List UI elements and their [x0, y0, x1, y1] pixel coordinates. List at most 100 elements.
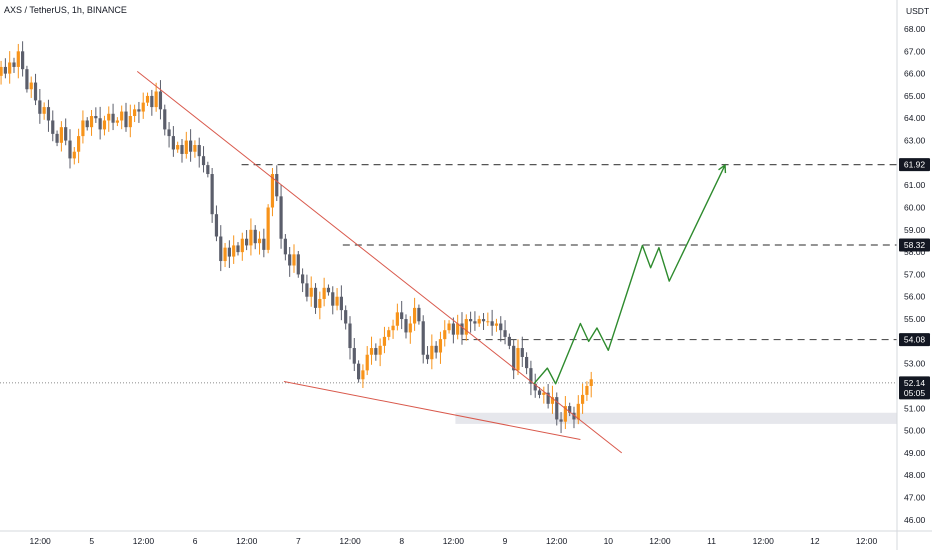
price-tick-label: 64.00 — [904, 113, 926, 123]
candle-body — [425, 354, 430, 360]
candle-body — [206, 165, 210, 175]
price-tick-label: 48.00 — [904, 470, 926, 480]
candle-body — [33, 82, 38, 101]
candle-body — [102, 120, 107, 130]
current-price-label: 52.14 — [904, 378, 926, 388]
candle-body — [245, 238, 249, 246]
candle-body — [296, 254, 300, 275]
candle-body — [559, 419, 563, 422]
candle-body — [473, 321, 477, 324]
candle-body — [68, 140, 72, 159]
candle-body — [223, 247, 227, 262]
candle-body — [507, 336, 511, 346]
candle-body — [193, 145, 197, 152]
candle-body — [270, 174, 275, 208]
candle-body — [369, 348, 374, 355]
candle-body — [490, 321, 494, 326]
price-tick-label: 60.00 — [904, 202, 926, 212]
time-tick-label: 12:00 — [339, 536, 361, 546]
level-price-label-bg — [899, 158, 930, 172]
candle-body — [189, 140, 193, 152]
candle-body — [331, 292, 335, 306]
time-tick-label: 12:00 — [649, 536, 671, 546]
candle-body — [400, 312, 404, 320]
price-tick-label: 51.00 — [904, 403, 926, 413]
candle-body — [46, 107, 51, 121]
wedge-upper-line — [136, 71, 623, 454]
candle-body — [589, 379, 593, 386]
candle-body — [499, 323, 503, 331]
candle-body — [335, 296, 339, 306]
candle-body — [42, 107, 46, 114]
candle-body — [283, 238, 287, 255]
candle-body — [413, 307, 417, 324]
projection-layer — [533, 163, 727, 385]
candle-body — [438, 339, 443, 353]
time-tick-label: 12:00 — [546, 536, 568, 546]
candle-body — [421, 321, 425, 355]
candle-body — [214, 214, 219, 237]
price-tick-label: 58.00 — [904, 247, 926, 257]
candle-body — [460, 323, 464, 335]
candle-body — [77, 136, 81, 152]
candle-body — [176, 145, 180, 150]
candle-body — [550, 397, 555, 404]
candle-body — [395, 312, 399, 326]
candle-body — [512, 345, 516, 371]
candle-body — [0, 66, 3, 76]
candle-body — [111, 113, 115, 123]
horizontal-levels-layer — [241, 164, 897, 341]
time-axis[interactable]: 12:00 5 12:00 6 12:00 7 12:00 8 12:00 9 12:00 10 12:… — [30, 536, 878, 546]
candle-body — [72, 151, 76, 159]
candle-body — [210, 174, 214, 215]
candle-body — [59, 127, 63, 143]
candle-body — [12, 62, 16, 67]
candle-body — [3, 66, 7, 74]
candle-body — [219, 236, 223, 262]
price-axis[interactable]: 46.0047.0048.0049.0050.0051.0052.0053.00… — [904, 24, 926, 525]
time-tick-label: 10 — [604, 536, 614, 546]
candle-body — [391, 325, 395, 331]
candle-body — [434, 345, 438, 353]
candle-body — [378, 345, 382, 355]
candle-body — [387, 330, 391, 337]
candle-body — [120, 111, 124, 121]
candle-body — [585, 385, 589, 395]
candle-body — [163, 109, 167, 130]
candle-body — [266, 207, 270, 250]
candle-body — [85, 120, 89, 128]
projection-path — [533, 164, 726, 385]
candle-body — [477, 319, 481, 324]
candle-body — [443, 330, 447, 340]
time-tick-label: 12:00 — [236, 536, 258, 546]
candle-body — [51, 120, 55, 134]
candle-body — [382, 336, 387, 346]
time-tick-label: 6 — [193, 536, 198, 546]
candle-body — [580, 394, 585, 404]
candle-body — [227, 247, 231, 257]
candle-body — [494, 323, 499, 326]
candle-body — [89, 116, 94, 128]
price-tick-label: 46.00 — [904, 515, 926, 525]
currency-label: USDT — [906, 6, 929, 16]
candle-body — [357, 363, 361, 380]
candle-body — [29, 82, 33, 90]
candle-body — [503, 330, 507, 337]
candle-body — [262, 238, 266, 250]
time-tick-label: 5 — [89, 536, 94, 546]
candle-body — [305, 283, 309, 297]
candle-body — [124, 111, 128, 128]
candle-body — [322, 287, 326, 299]
price-tick-label: 66.00 — [904, 69, 926, 79]
time-tick-label: 9 — [503, 536, 508, 546]
price-tick-label: 53.00 — [904, 359, 926, 369]
candle-body — [361, 370, 365, 380]
candle-body — [275, 174, 279, 197]
candle-body — [326, 287, 331, 293]
price-tick-label: 67.00 — [904, 46, 926, 56]
candle-body — [529, 368, 533, 384]
candle-body — [301, 274, 305, 284]
